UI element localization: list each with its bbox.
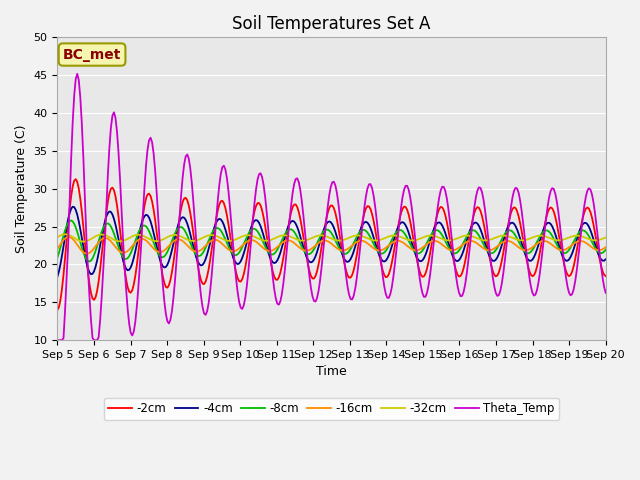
Theta_Temp [295, 179, 303, 185]
-32cm [124, 236, 131, 242]
-2cm [122, 276, 130, 282]
-8cm [248, 227, 255, 233]
-4cm [54, 274, 61, 279]
-32cm [296, 238, 304, 243]
-8cm [602, 247, 609, 252]
-16cm [602, 244, 609, 250]
-8cm [574, 231, 582, 237]
-8cm [67, 217, 75, 223]
-32cm [220, 237, 228, 242]
-4cm [602, 256, 609, 262]
-16cm [64, 234, 72, 240]
Line: -4cm: -4cm [58, 207, 605, 276]
-2cm [237, 279, 244, 285]
-8cm [124, 255, 131, 261]
Theta_Temp [218, 164, 226, 170]
X-axis label: Time: Time [316, 365, 347, 379]
-16cm [54, 246, 61, 252]
-8cm [296, 240, 304, 246]
Line: -8cm: -8cm [58, 220, 605, 262]
-32cm [61, 231, 69, 237]
-2cm [218, 198, 226, 204]
Legend: -2cm, -4cm, -8cm, -16cm, -32cm, Theta_Temp: -2cm, -4cm, -8cm, -16cm, -32cm, Theta_Te… [104, 397, 559, 420]
-2cm [72, 176, 79, 182]
Theta_Temp [602, 290, 609, 296]
-8cm [238, 244, 246, 250]
-32cm [54, 234, 61, 240]
Theta_Temp [246, 252, 253, 258]
-8cm [86, 259, 93, 264]
Line: -32cm: -32cm [58, 234, 605, 241]
-32cm [602, 235, 609, 240]
-16cm [83, 251, 90, 256]
-2cm [246, 235, 253, 241]
-4cm [295, 228, 303, 234]
-32cm [574, 233, 582, 239]
Title: Soil Temperatures Set A: Soil Temperatures Set A [232, 15, 431, 33]
-4cm [573, 237, 580, 242]
-4cm [69, 204, 77, 210]
Y-axis label: Soil Temperature (C): Soil Temperature (C) [15, 124, 28, 253]
Line: -16cm: -16cm [58, 237, 605, 253]
Line: Theta_Temp: Theta_Temp [58, 74, 605, 340]
-4cm [218, 218, 226, 224]
-8cm [220, 233, 228, 239]
Text: BC_met: BC_met [63, 48, 121, 61]
Theta_Temp [122, 287, 130, 292]
-16cm [248, 237, 255, 243]
-2cm [573, 248, 580, 254]
Theta_Temp [237, 305, 244, 311]
-32cm [238, 234, 246, 240]
-16cm [220, 242, 228, 248]
-32cm [248, 233, 255, 239]
-4cm [246, 228, 253, 234]
-2cm [54, 307, 61, 313]
-2cm [602, 273, 609, 279]
-4cm [122, 266, 130, 272]
-16cm [574, 239, 582, 244]
-2cm [295, 209, 303, 215]
Theta_Temp [54, 337, 61, 343]
Theta_Temp [74, 71, 81, 77]
-16cm [296, 245, 304, 251]
-16cm [238, 243, 246, 249]
-8cm [54, 255, 61, 261]
-4cm [237, 259, 244, 264]
-16cm [124, 248, 131, 254]
-32cm [79, 239, 87, 244]
Theta_Temp [573, 268, 580, 274]
Line: -2cm: -2cm [58, 179, 605, 310]
